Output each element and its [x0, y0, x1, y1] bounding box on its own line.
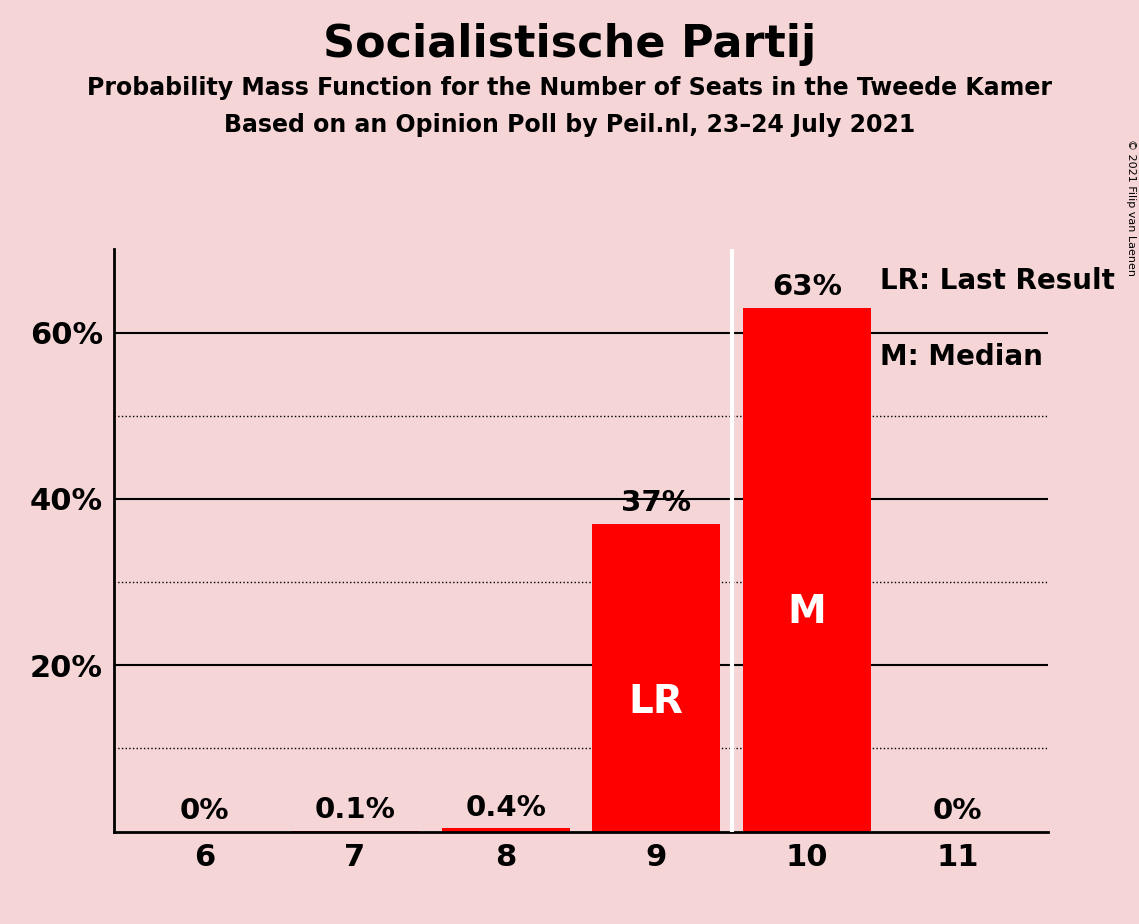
Bar	[743, 308, 871, 832]
Text: LR: LR	[629, 684, 683, 722]
Bar	[442, 828, 570, 832]
Text: 63%: 63%	[772, 273, 842, 301]
Text: 0.1%: 0.1%	[314, 796, 395, 824]
Text: Based on an Opinion Poll by Peil.nl, 23–24 July 2021: Based on an Opinion Poll by Peil.nl, 23–…	[224, 113, 915, 137]
Bar	[592, 524, 720, 832]
Text: M: M	[787, 592, 826, 630]
Text: M: Median: M: Median	[879, 343, 1042, 371]
Text: Socialistische Partij: Socialistische Partij	[322, 23, 817, 67]
Text: 0%: 0%	[180, 796, 229, 825]
Text: Probability Mass Function for the Number of Seats in the Tweede Kamer: Probability Mass Function for the Number…	[87, 76, 1052, 100]
Text: 0.4%: 0.4%	[465, 794, 546, 821]
Text: 37%: 37%	[621, 489, 691, 517]
Text: LR: Last Result: LR: Last Result	[879, 267, 1115, 295]
Text: © 2021 Filip van Laenen: © 2021 Filip van Laenen	[1126, 139, 1136, 275]
Text: 0%: 0%	[933, 796, 982, 825]
